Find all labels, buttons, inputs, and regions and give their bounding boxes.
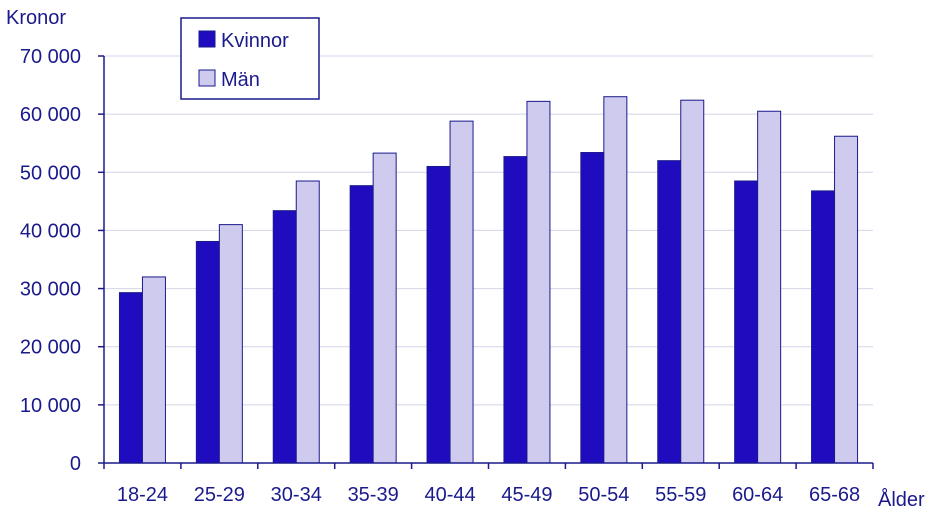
x-tick-label: 60-64 [732, 484, 783, 506]
legend: Kvinnor Män [180, 17, 320, 100]
y-axis-title: Kronor [6, 7, 66, 29]
bar-man-55-59 [680, 99, 705, 464]
x-tick-label: 40-44 [424, 484, 475, 506]
bar-kvinnor-30-34 [272, 210, 297, 464]
bar-kvinnor-65-68 [811, 190, 836, 464]
x-tick-label: 45-49 [501, 484, 552, 506]
y-tick-labels: 0 10 000 20 000 30 000 40 000 50 000 60 000 70 … [20, 46, 104, 475]
y-tick-label: 0 [70, 453, 81, 475]
bar-man-35-39 [372, 152, 397, 464]
bar-kvinnor-25-29 [195, 240, 220, 464]
bar-kvinnor-35-39 [349, 185, 374, 464]
legend-swatch-man [198, 69, 216, 87]
y-tick-label: 20 000 [20, 337, 81, 359]
x-tick-label: 55-59 [655, 484, 706, 506]
bar-man-65-68 [834, 135, 859, 464]
y-tick-label: 50 000 [20, 162, 81, 184]
bar-kvinnor-45-49 [503, 156, 528, 464]
x-tick-label: 30-34 [271, 484, 322, 506]
bar-kvinnor-18-24 [118, 292, 143, 464]
x-tick-label: 18-24 [117, 484, 168, 506]
y-tick-label: 10 000 [20, 395, 81, 417]
bar-man-30-34 [295, 180, 320, 464]
legend-label-kvinnor: Kvinnor [221, 30, 289, 52]
y-tick-label: 30 000 [20, 279, 81, 301]
legend-swatch-kvinnor [198, 30, 216, 48]
bar-kvinnor-60-64 [734, 180, 759, 464]
legend-label-man: Män [221, 69, 260, 91]
x-tick-labels: 18-24 25-29 30-34 35-39 40-44 45-49 50-54 55-59… [103, 463, 874, 506]
y-tick-label: 60 000 [20, 104, 81, 126]
bar-kvinnor-40-44 [426, 165, 451, 464]
y-tick-label: 70 000 [20, 46, 81, 68]
bar-man-50-54 [603, 96, 628, 464]
bar-man-18-24 [141, 276, 166, 464]
x-tick-label: 50-54 [578, 484, 629, 506]
x-tick-label: 35-39 [348, 484, 399, 506]
bar-kvinnor-55-59 [657, 160, 682, 464]
x-tick-label: 25-29 [194, 484, 245, 506]
bar-man-45-49 [526, 100, 551, 464]
bar-man-40-44 [449, 120, 474, 464]
bars [118, 96, 859, 464]
bar-man-25-29 [218, 224, 243, 464]
y-tick-label: 40 000 [20, 220, 81, 242]
x-tick-label: 65-68 [809, 484, 860, 506]
bar-man-60-64 [757, 110, 782, 464]
x-axis-title: Ålder [878, 488, 925, 511]
bar-kvinnor-50-54 [580, 152, 605, 464]
